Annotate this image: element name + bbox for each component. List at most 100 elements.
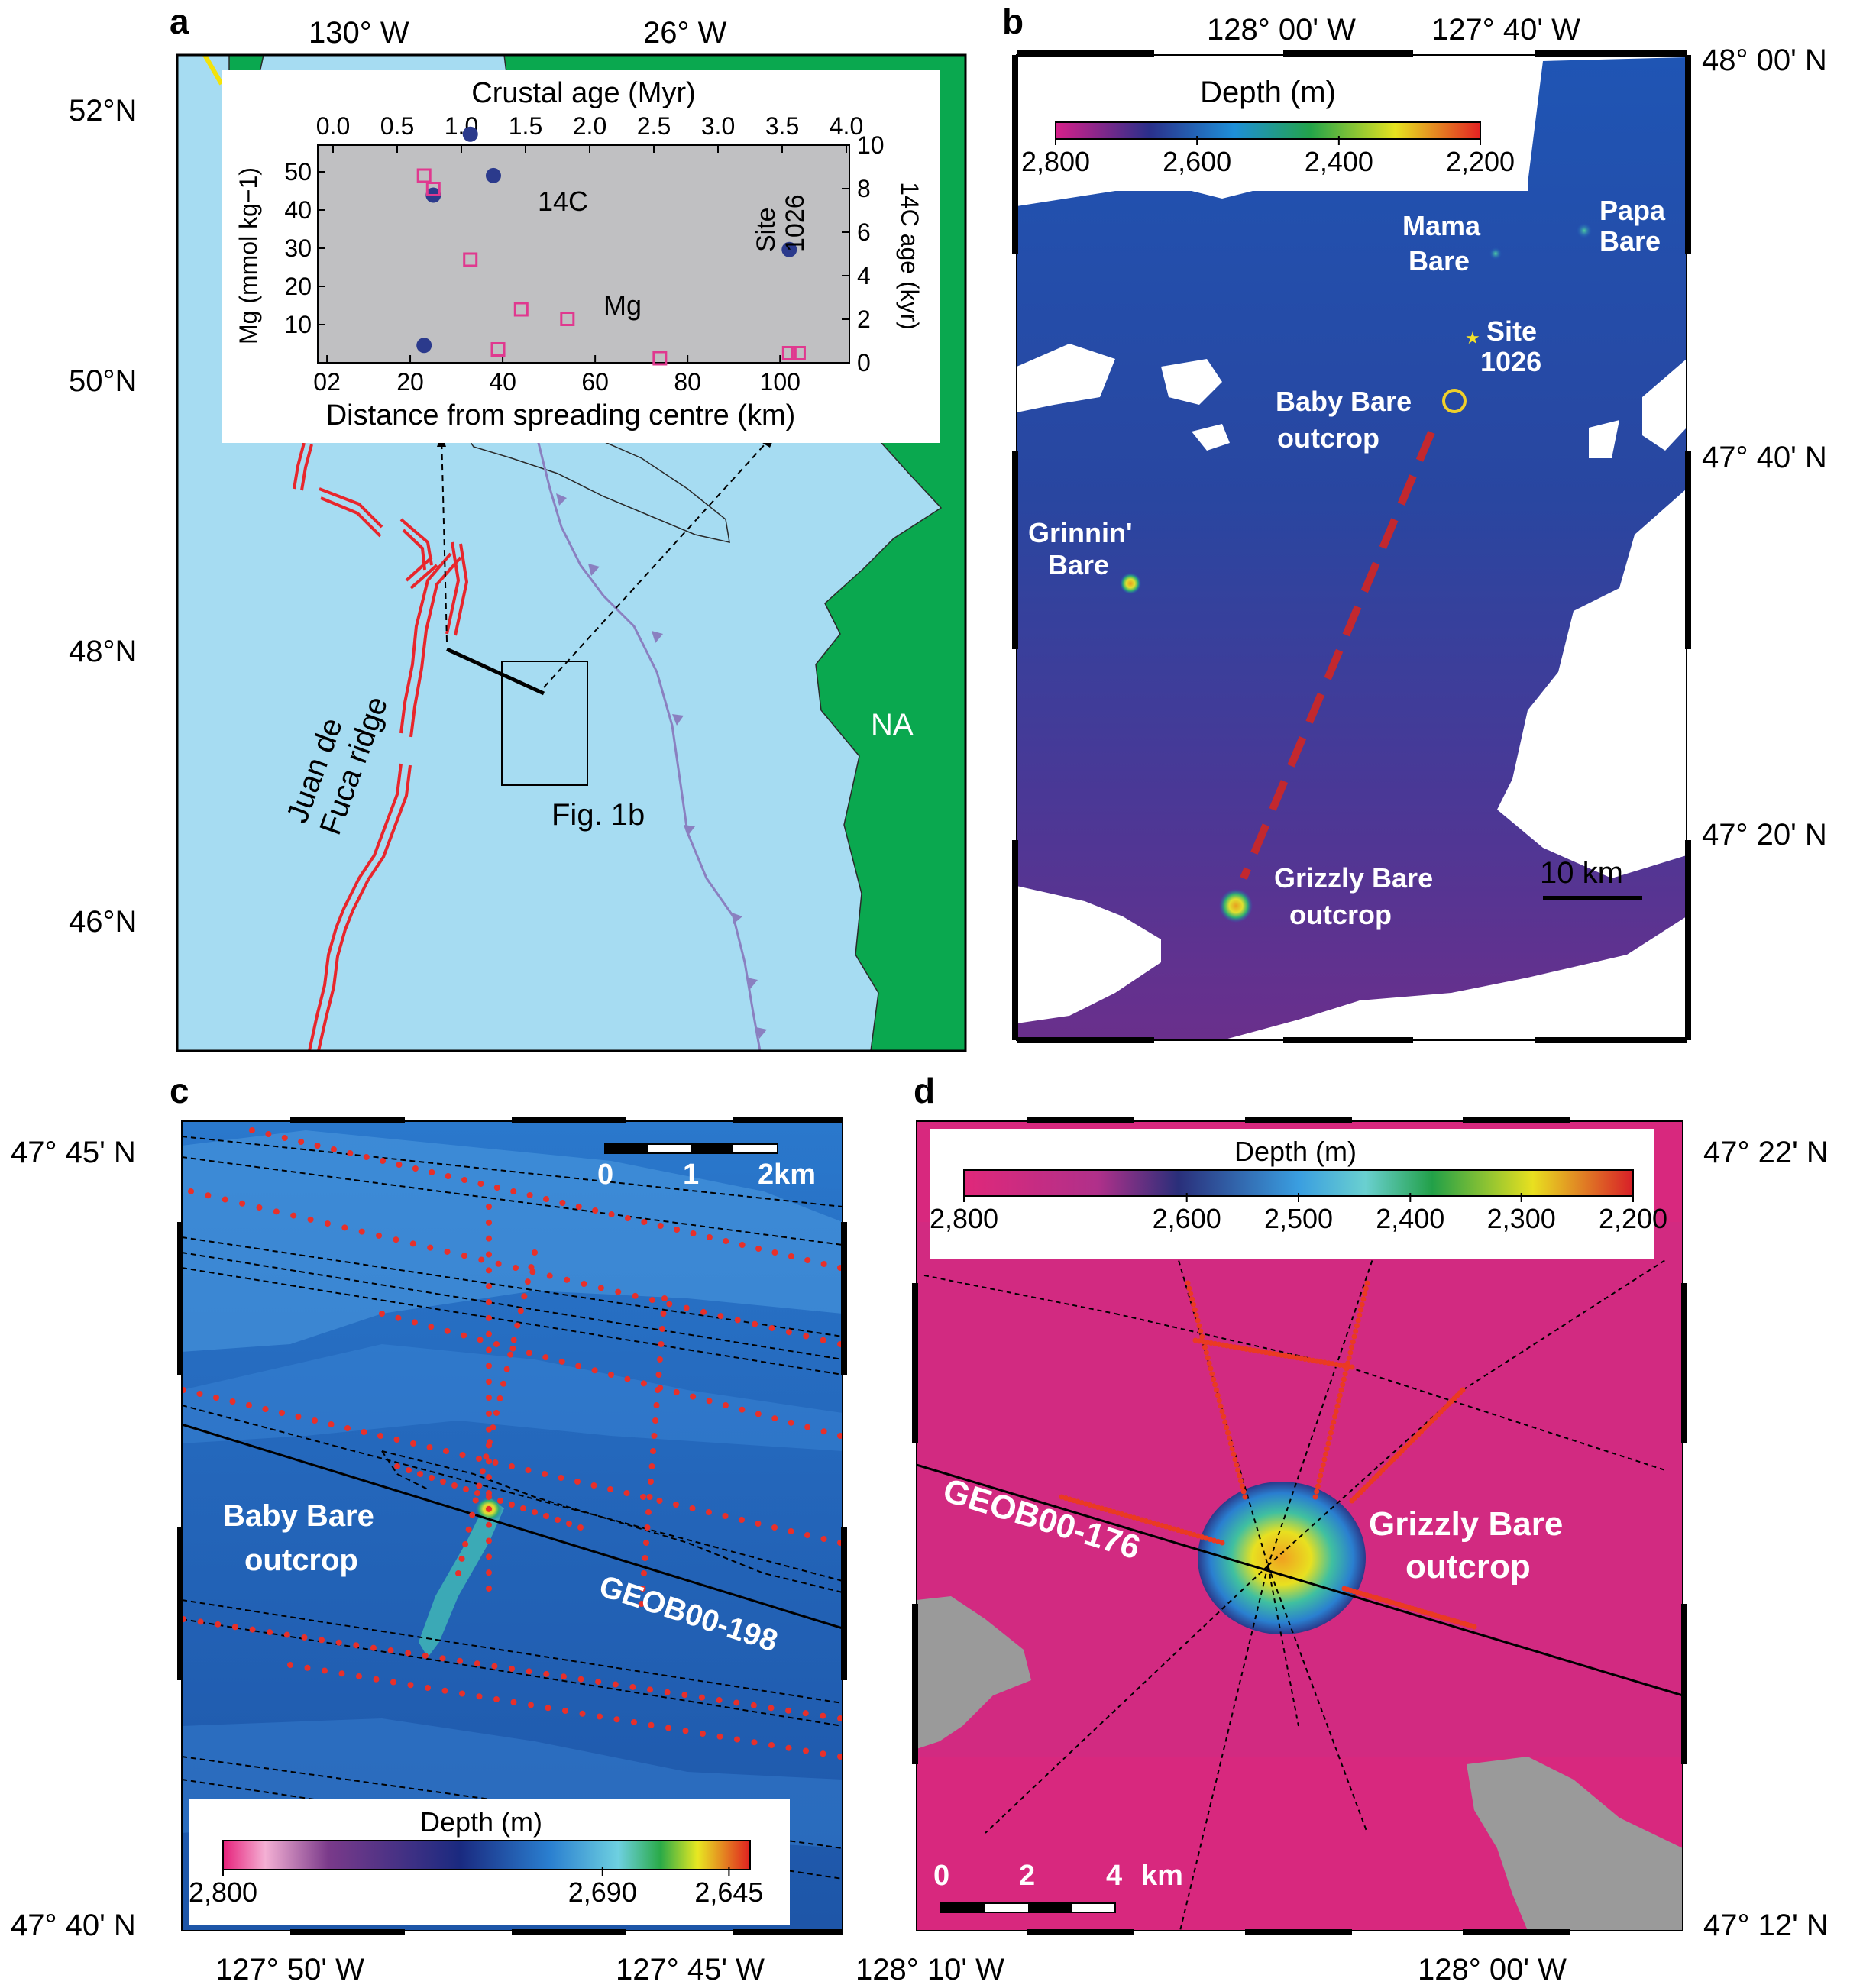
survey-dot	[356, 1673, 362, 1679]
inset-left-tick-label: 50	[284, 158, 312, 186]
survey-dot	[513, 1265, 519, 1271]
grinnin-bare-label-1: Grinnin'	[1028, 517, 1133, 548]
survey-dot	[804, 1424, 811, 1430]
grinnin-bare-label-2: Bare	[1048, 549, 1109, 580]
survey-dot	[1198, 1328, 1204, 1334]
survey-dot	[1321, 1456, 1328, 1463]
panel-d-lat-4712: 47° 12' N	[1703, 1909, 1829, 1942]
survey-dot	[322, 1667, 328, 1674]
colorbar-b	[1055, 121, 1481, 140]
survey-dot	[661, 1295, 668, 1301]
survey-dot	[1199, 1333, 1205, 1340]
survey-dot	[463, 1486, 469, 1492]
colorbar-c-tick-label: 2,645	[694, 1876, 763, 1908]
survey-dot	[474, 1490, 480, 1496]
grizzly-bare-outcrop	[1198, 1482, 1366, 1634]
c14-data-point	[781, 241, 797, 257]
survey-dot	[298, 1139, 305, 1145]
survey-dot	[429, 1475, 435, 1481]
survey-dot	[803, 1747, 809, 1754]
survey-dot	[820, 1712, 826, 1719]
survey-dot	[273, 1208, 280, 1215]
survey-dot	[698, 1694, 705, 1701]
survey-dot	[525, 1467, 532, 1473]
inset-site-line1: Site	[752, 207, 781, 252]
survey-dot	[486, 1494, 492, 1500]
survey-dot	[1195, 1533, 1201, 1539]
survey-dot	[474, 1660, 480, 1667]
survey-dot	[486, 1410, 492, 1417]
survey-dot	[1328, 1430, 1334, 1436]
baby-bare-label-1: Baby Bare	[1276, 386, 1412, 417]
survey-dot	[785, 1707, 792, 1714]
survey-dot	[347, 1150, 354, 1156]
inset-bottom-tick-label: 40	[489, 368, 516, 396]
inset-top-tick-label: 4.0	[830, 112, 863, 140]
survey-dot	[717, 1313, 724, 1320]
survey-dot	[443, 1448, 449, 1454]
survey-dot	[752, 1320, 758, 1327]
inset-right-ticks: 0 2 4 6 8 10	[842, 131, 885, 377]
survey-dot	[1079, 1500, 1085, 1505]
survey-dot	[1234, 1462, 1240, 1468]
survey-dot	[1355, 1317, 1361, 1324]
survey-dot	[1111, 1509, 1117, 1514]
survey-dot	[820, 1428, 827, 1435]
baby-bare-ridge	[419, 1497, 504, 1657]
survey-dot	[1191, 1532, 1197, 1537]
survey-dot	[592, 1207, 599, 1214]
survey-dot	[509, 1502, 515, 1508]
mama-bare-spot	[1489, 247, 1502, 260]
site-star: ★	[1465, 328, 1480, 347]
survey-dot	[641, 1570, 647, 1576]
survey-dot	[564, 1276, 571, 1283]
survey-dot	[312, 1417, 318, 1424]
survey-dot	[1331, 1419, 1337, 1425]
panel-b-lat-4740: 47° 40' N	[1702, 441, 1827, 474]
survey-dot	[690, 1393, 697, 1400]
survey-dot	[1359, 1301, 1365, 1308]
survey-dot	[483, 1453, 490, 1460]
survey-dot	[700, 1731, 706, 1737]
label-mg: Mg	[603, 289, 642, 321]
survey-dot	[597, 1285, 604, 1291]
survey-dot	[1337, 1392, 1343, 1398]
survey-dot	[1196, 1323, 1202, 1329]
survey-dot	[1205, 1355, 1211, 1361]
grizzly-bare-d-label-1: Grizzly Bare	[1369, 1505, 1563, 1543]
inset-top-tick-label: 2.0	[573, 112, 606, 140]
survey-dot	[358, 1228, 365, 1235]
colorbar-d-ticks: 2,800 2,600 2,500 2,400 2,300 2,200	[930, 1193, 1667, 1234]
survey-dot	[755, 1411, 762, 1417]
survey-dot	[1091, 1503, 1097, 1509]
survey-dot	[653, 1402, 660, 1408]
survey-dot	[239, 1200, 246, 1207]
survey-dot	[314, 1143, 321, 1149]
survey-dot	[706, 1234, 713, 1240]
survey-dot	[461, 1332, 467, 1339]
survey-dot	[503, 1366, 510, 1372]
mg-data-point	[463, 252, 478, 267]
survey-dot	[517, 1308, 524, 1314]
survey-dot	[532, 1509, 538, 1515]
survey-dot	[444, 1327, 451, 1334]
survey-dot	[558, 1475, 564, 1481]
panel-d-letter: d	[914, 1071, 935, 1110]
survey-dot	[739, 1242, 746, 1248]
survey-dot	[344, 1425, 351, 1431]
survey-dot	[1312, 1494, 1318, 1500]
transect-dashed-line	[1240, 431, 1435, 880]
survey-dot	[526, 1350, 532, 1356]
survey-dot	[459, 1690, 465, 1697]
survey-dot	[590, 1482, 597, 1489]
survey-dot	[510, 1699, 517, 1705]
survey-dot	[591, 1367, 598, 1374]
survey-dot	[1127, 1514, 1133, 1519]
panel-a: a 130° W 26° W 52°N 50°N 48°N 46°N	[69, 2, 967, 1052]
survey-dot	[410, 1440, 416, 1447]
survey-dot	[411, 1319, 418, 1326]
survey-dot	[486, 1314, 492, 1321]
inset-plot-area	[317, 144, 850, 364]
inset-top-tick-label: 3.0	[701, 112, 735, 140]
survey-dot	[265, 1131, 272, 1137]
